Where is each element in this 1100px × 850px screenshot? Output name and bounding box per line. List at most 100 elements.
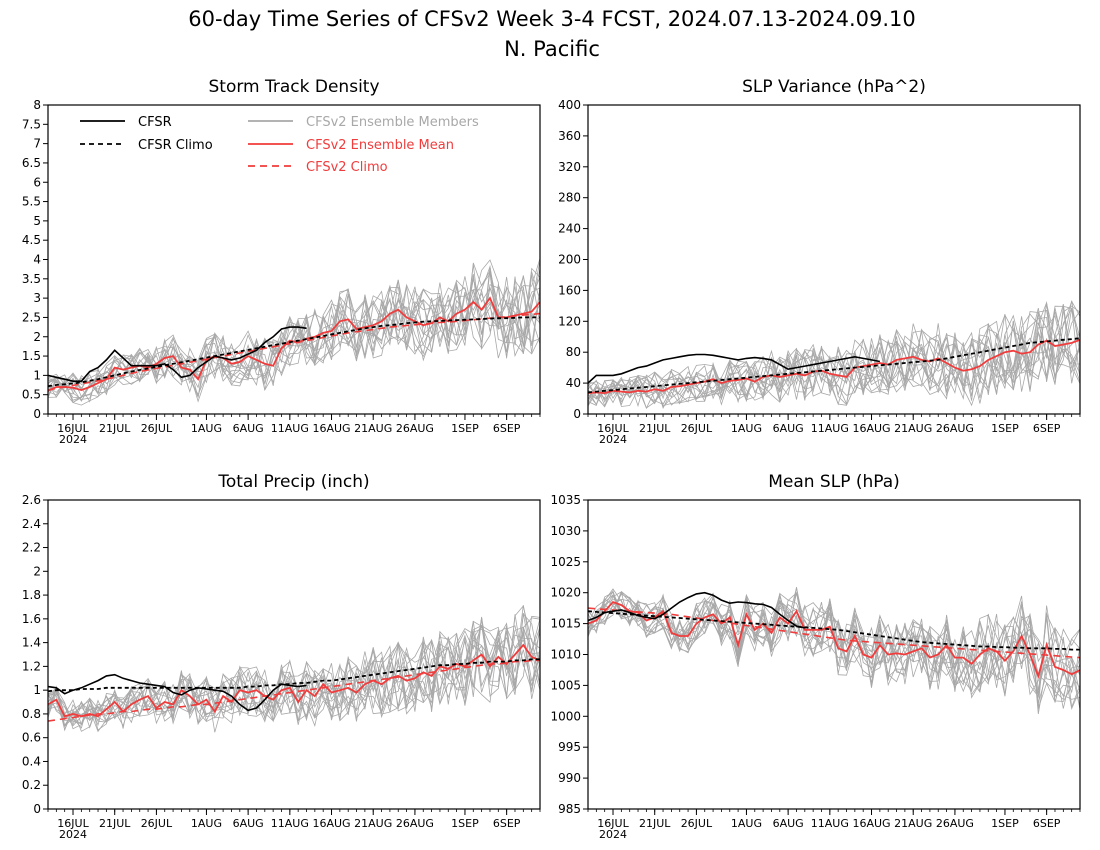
x-year-label: 2024 <box>59 433 87 446</box>
x-tick-label: 16AUG <box>852 422 890 435</box>
y-tick-label: 7 <box>33 137 41 151</box>
x-year-label: 2024 <box>599 828 627 841</box>
y-tick-label: 2.2 <box>22 541 41 555</box>
x-year-label: 2024 <box>599 433 627 446</box>
y-tick-label: 1020 <box>550 586 581 600</box>
y-tick-label: 240 <box>558 222 581 236</box>
x-tick-label: 26JUL <box>141 422 173 435</box>
y-tick-label: 1.5 <box>22 349 41 363</box>
figure-title: 60-day Time Series of CFSv2 Week 3-4 FCS… <box>188 7 916 31</box>
y-tick-label: 3 <box>33 291 41 305</box>
panel-title: SLP Variance (hPa^2) <box>742 77 926 97</box>
x-tick-label: 1SEP <box>451 817 479 830</box>
y-tick-label: 40 <box>566 376 581 390</box>
x-tick-label: 16JUL <box>597 817 629 830</box>
x-tick-label: 21AUG <box>354 817 392 830</box>
x-tick-label: 1AUG <box>191 817 222 830</box>
x-tick-label: 21AUG <box>354 422 392 435</box>
y-tick-label: 0.6 <box>22 731 41 745</box>
y-tick-label: 4.5 <box>22 233 41 247</box>
x-tick-label: 6SEP <box>493 817 521 830</box>
y-tick-label: 80 <box>566 345 581 359</box>
y-tick-label: 2 <box>33 564 41 578</box>
legend-label: CFSv2 Ensemble Mean <box>306 138 454 153</box>
y-tick-label: 320 <box>558 160 581 174</box>
x-tick-label: 1SEP <box>991 422 1019 435</box>
y-tick-label: 1015 <box>550 617 581 631</box>
x-tick-label: 1SEP <box>451 422 479 435</box>
cfsv2-climo-line <box>588 607 1080 659</box>
y-tick-label: 200 <box>558 253 581 267</box>
plot-frame <box>587 499 1081 810</box>
cfsr-climo-line <box>48 316 540 388</box>
x-tick-label: 21JUL <box>639 817 671 830</box>
y-tick-label: 4 <box>33 253 41 267</box>
x-tick-label: 11AUG <box>811 817 849 830</box>
ensemble-member-line <box>588 307 1080 403</box>
y-tick-label: 1025 <box>550 555 581 569</box>
x-tick-label: 6SEP <box>1033 422 1061 435</box>
x-tick-label: 26AUG <box>936 422 974 435</box>
plot-area <box>48 605 540 733</box>
figure-subtitle: N. Pacific <box>504 37 600 61</box>
ensemble-member-line <box>48 622 540 728</box>
x-tick-label: 26AUG <box>396 817 434 830</box>
x-year-label: 2024 <box>59 828 87 841</box>
ensemble-mean-line <box>588 338 1080 395</box>
plot-frame <box>587 104 1081 415</box>
x-tick-label: 1SEP <box>991 817 1019 830</box>
x-tick-label: 6AUG <box>773 817 804 830</box>
ensemble-member-line <box>588 311 1080 407</box>
ensemble-member-line <box>48 623 540 725</box>
y-tick-label: 7.5 <box>22 117 41 131</box>
y-tick-label: 1.6 <box>22 612 41 626</box>
y-tick-label: 400 <box>558 98 581 112</box>
y-tick-label: 0.8 <box>22 707 41 721</box>
cfsr-line <box>48 326 307 383</box>
x-tick-label: 26AUG <box>936 817 974 830</box>
ensemble-member-line <box>48 271 540 402</box>
y-tick-label: 1 <box>33 368 41 382</box>
legend-label: CFSv2 Ensemble Members <box>306 115 479 130</box>
y-tick-label: 6.5 <box>22 156 41 170</box>
y-tick-label: 985 <box>558 802 581 816</box>
y-tick-label: 990 <box>558 771 581 785</box>
cfsr-climo-line <box>588 337 1080 394</box>
y-tick-label: 0 <box>33 407 41 421</box>
ensemble-member-line <box>48 262 540 397</box>
x-tick-label: 1AUG <box>731 817 762 830</box>
y-tick-label: 1.4 <box>22 636 41 650</box>
ensemble-mean-line <box>48 296 540 392</box>
x-tick-label: 1AUG <box>191 422 222 435</box>
y-tick-label: 1.2 <box>22 659 41 673</box>
y-tick-label: 120 <box>558 314 581 328</box>
y-tick-label: 0 <box>33 802 41 816</box>
plot-area <box>588 300 1080 410</box>
ensemble-member-line <box>48 259 540 398</box>
panel-2: SLP Variance (hPa^2) 0 40 80 120 160 200 240 280… <box>558 77 1081 446</box>
panel-title: Storm Track Density <box>208 77 379 97</box>
x-tick-label: 26JUL <box>681 817 713 830</box>
x-tick-label: 11AUG <box>271 422 309 435</box>
ensemble-mean-line <box>48 643 540 718</box>
x-tick-label: 16JUL <box>57 817 89 830</box>
ensemble-member-line <box>48 614 540 732</box>
x-tick-label: 16JUL <box>57 422 89 435</box>
x-tick-label: 11AUG <box>811 422 849 435</box>
ensemble-member-line <box>588 314 1080 406</box>
cfsr-line <box>48 673 307 712</box>
plot-frame <box>47 499 541 810</box>
ensemble-member-line <box>48 605 540 723</box>
y-tick-label: 1000 <box>550 709 581 723</box>
y-tick-label: 995 <box>558 740 581 754</box>
y-tick-label: 280 <box>558 191 581 205</box>
panel-title: Mean SLP (hPa) <box>768 472 900 492</box>
x-tick-label: 21AUG <box>894 422 932 435</box>
cfsr-line <box>588 591 805 629</box>
x-tick-label: 26JUL <box>681 422 713 435</box>
legend: CFSR CFSR Climo CFSv2 Ensemble Members CFSv… <box>80 115 479 175</box>
panel-3: Total Precip (inch) 0 0.2 0.4 0.6 0.8 1 1.2 1.4 1… <box>22 472 541 841</box>
y-tick-label: 1 <box>33 683 41 697</box>
x-tick-label: 6AUG <box>773 422 804 435</box>
